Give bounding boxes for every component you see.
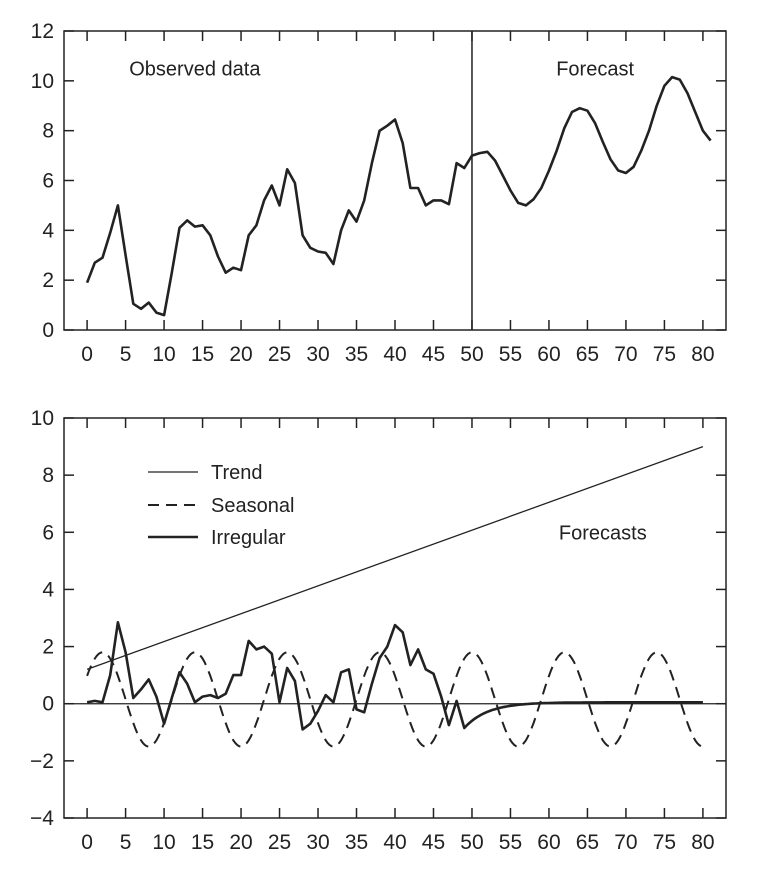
x-tick-label: 60 — [537, 831, 560, 854]
x-tick-label: 10 — [152, 831, 175, 854]
x-tick-label: 45 — [422, 343, 445, 366]
y-tick-label: 4 — [42, 219, 54, 242]
observed-forecast-panel: 0 5 10 15 20 25 30 35 40 45 50 55 60 65 70 75 80 0 2 4 6 8 10 1… — [31, 20, 727, 366]
trend-series-line — [86, 445, 704, 671]
legend-irregular-label: Irregular — [211, 527, 286, 549]
observed-series-line — [85, 75, 712, 317]
x-tick-label: 60 — [537, 343, 560, 366]
x-tick-label: 65 — [576, 343, 599, 366]
x-tick-label: 55 — [499, 831, 522, 854]
y-tick-label: 0 — [42, 319, 54, 342]
x-tick-label: 40 — [383, 831, 406, 854]
x-tick-label: 25 — [268, 831, 291, 854]
y-tick-label: 8 — [42, 464, 54, 487]
x-tick-label: 0 — [81, 831, 93, 854]
bottom-axis-ticks — [64, 417, 726, 819]
x-tick-label: 80 — [691, 343, 714, 366]
x-tick-label: 0 — [81, 343, 93, 366]
y-tick-label: 8 — [42, 120, 54, 143]
x-tick-label: 30 — [306, 343, 329, 366]
x-tick-label: 15 — [191, 343, 214, 366]
x-tick-label: 15 — [191, 831, 214, 854]
y-tick-label: 10 — [31, 70, 54, 93]
forecast-label: Forecast — [556, 58, 634, 80]
x-tick-label: 35 — [345, 343, 368, 366]
y-tick-label: 12 — [31, 20, 54, 43]
x-tick-label: 80 — [691, 831, 714, 854]
x-tick-label: 5 — [120, 831, 132, 854]
x-tick-label: 35 — [345, 831, 368, 854]
x-tick-label: 20 — [229, 343, 252, 366]
legend: Trend Seasonal Irregular — [148, 462, 294, 549]
y-tick-label: 6 — [42, 521, 54, 544]
legend-seasonal-label: Seasonal — [211, 495, 294, 517]
y-tick-label: 2 — [42, 636, 54, 659]
x-tick-label: 75 — [653, 831, 676, 854]
x-tick-label: 70 — [614, 343, 637, 366]
y-tick-label: 6 — [42, 170, 54, 193]
x-tick-label: 10 — [152, 343, 175, 366]
x-tick-label: 50 — [460, 343, 483, 366]
x-tick-label: 30 — [306, 831, 329, 854]
x-tick-label: 20 — [229, 831, 252, 854]
bottom-axis-tick-labels: 0 5 10 15 20 25 30 35 40 45 50 55 60 65 70 75 80 −4 −2 0 2 4 6… — [30, 407, 715, 854]
x-tick-label: 50 — [460, 831, 483, 854]
y-tick-label: −2 — [30, 750, 54, 773]
bottom-plot-frame — [63, 417, 727, 819]
y-tick-label: −4 — [30, 807, 54, 830]
irregular-series-line — [86, 621, 703, 731]
y-tick-label: 10 — [31, 407, 54, 430]
legend-trend-label: Trend — [211, 462, 263, 484]
x-tick-label: 5 — [120, 343, 132, 366]
top-plot-frame — [63, 30, 727, 331]
x-tick-label: 45 — [422, 831, 445, 854]
x-tick-label: 25 — [268, 343, 291, 366]
y-tick-label: 4 — [42, 578, 54, 601]
top-axis-tick-labels: 0 5 10 15 20 25 30 35 40 45 50 55 60 65 70 75 80 0 2 4 6 8 10 1… — [31, 20, 715, 366]
forecasts-label: Forecasts — [559, 522, 647, 544]
x-tick-label: 70 — [614, 831, 637, 854]
x-tick-label: 55 — [499, 343, 522, 366]
x-tick-label: 75 — [653, 343, 676, 366]
y-tick-label: 0 — [42, 693, 54, 716]
observed-data-label: Observed data — [129, 58, 261, 80]
y-tick-label: 2 — [42, 269, 54, 292]
decomposition-panel: 0 5 10 15 20 25 30 35 40 45 50 55 60 65 70 75 80 −4 −2 0 2 4 6… — [30, 407, 727, 854]
seasonal-series-line — [86, 651, 704, 748]
x-tick-label: 65 — [576, 831, 599, 854]
x-tick-label: 40 — [383, 343, 406, 366]
